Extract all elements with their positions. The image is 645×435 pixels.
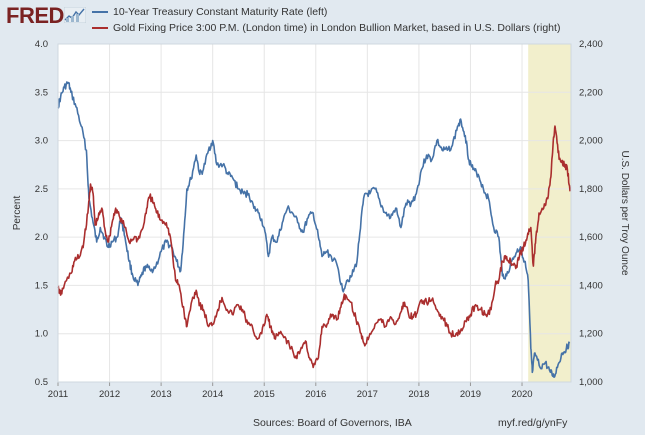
right-axis-title: U.S. Dollars per Troy Ounce	[619, 150, 630, 275]
x-axis-tick-label: 2011	[48, 389, 68, 400]
x-axis-tick-label: 2018	[408, 389, 429, 400]
left-axis-tick-label: 0.5	[35, 377, 48, 388]
right-axis-tick-label: 2,400	[579, 39, 603, 50]
left-axis-tick-label: 3.0	[35, 136, 48, 147]
fred-logo-graph-icon	[64, 7, 86, 23]
legend-item-gold: Gold Fixing Price 3:00 P.M. (London time…	[92, 20, 560, 36]
left-axis-tick-label: 2.0	[35, 232, 48, 243]
shaded-region	[528, 44, 571, 382]
left-axis-title: Percent	[12, 196, 23, 231]
legend-item-treasury: 10-Year Treasury Constant Maturity Rate …	[92, 4, 560, 20]
x-axis-tick-label: 2013	[151, 389, 172, 400]
plot-background	[58, 44, 571, 382]
x-axis-tick-label: 2017	[357, 389, 378, 400]
left-axis-tick-label: 3.5	[35, 87, 48, 98]
x-axis-tick-label: 2020	[511, 389, 532, 400]
footer-source: Sources: Board of Governors, IBA	[253, 417, 412, 429]
x-axis-tick-label: 2016	[305, 389, 326, 400]
series-group	[57, 81, 571, 378]
series-line-treasury	[57, 81, 571, 378]
series-line-gold	[57, 125, 571, 369]
footer-short-link[interactable]: myf.red/g/ynFy	[498, 417, 568, 429]
x-axis-tick-label: 2012	[99, 389, 120, 400]
left-axis-tick-label: 1.5	[35, 280, 48, 291]
right-axis-tick-label: 1,400	[579, 280, 603, 291]
right-axis-tick-label: 1,000	[579, 377, 603, 388]
x-axis-tick-label: 2015	[254, 389, 275, 400]
right-axis-tick-label: 2,200	[579, 87, 603, 98]
fred-logo: FRED	[6, 3, 64, 28]
left-axis-tick-label: 4.0	[35, 39, 48, 50]
legend-label-gold: Gold Fixing Price 3:00 P.M. (London time…	[113, 22, 561, 34]
left-axis-tick-label: 2.5	[35, 184, 48, 195]
legend-swatch-treasury	[92, 11, 108, 13]
right-axis-tick-label: 2,000	[579, 136, 603, 147]
right-axis-tick-label: 1,600	[579, 232, 603, 243]
right-axis-tick-label: 1,800	[579, 184, 603, 195]
x-axis-tick-label: 2019	[460, 389, 481, 400]
chart-legend: 10-Year Treasury Constant Maturity Rate …	[92, 4, 560, 36]
legend-swatch-gold	[92, 27, 108, 29]
left-axis-tick-label: 1.0	[35, 329, 48, 340]
x-axis-tick-label: 2014	[202, 389, 223, 400]
plot-border	[57, 43, 572, 383]
legend-label-treasury: 10-Year Treasury Constant Maturity Rate …	[113, 6, 328, 18]
right-axis-tick-label: 1,200	[579, 329, 603, 340]
